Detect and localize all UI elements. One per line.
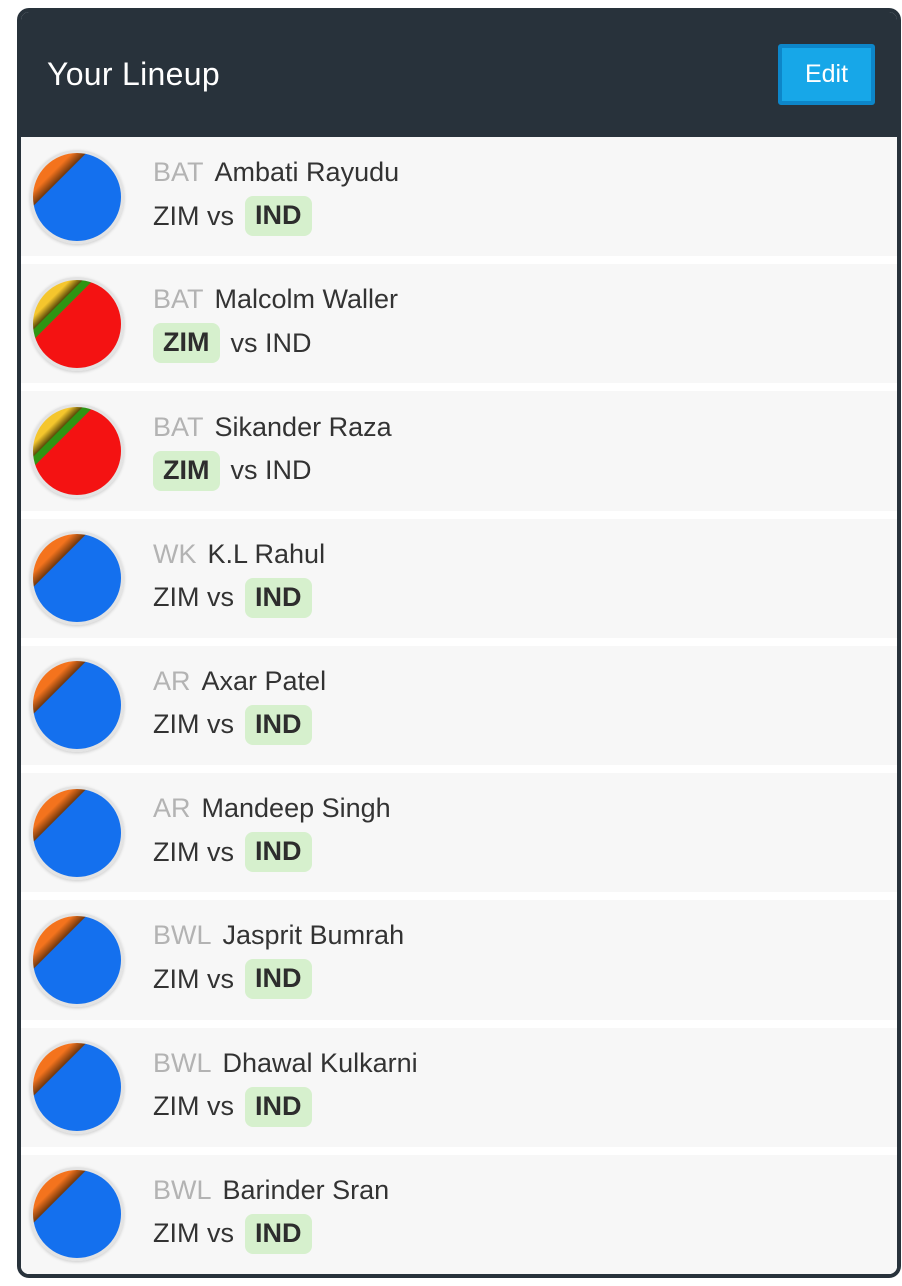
player-role-label: BWL [153, 1174, 212, 1205]
player-row[interactable]: BWL Dhawal Kulkarni ZIM vs IND [21, 1027, 897, 1147]
match-opponent-text: ZIM vs [153, 200, 234, 231]
match-info: ZIM vs IND [153, 832, 391, 873]
player-name: Mandeep Singh [201, 793, 391, 824]
player-row[interactable]: BWL Barinder Sran ZIM vs IND [21, 1154, 897, 1274]
match-opponent-text: ZIM vs [153, 582, 234, 613]
team-jersey-icon [30, 276, 124, 371]
lineup-card: Your Lineup Edit BAT Ambati Rayudu ZIM vs I… [17, 8, 901, 1278]
player-info: BWL Barinder Sran ZIM vs IND [153, 1175, 389, 1254]
match-opponent-text: ZIM vs [153, 1218, 234, 1249]
player-name: K.L Rahul [207, 538, 326, 569]
match-opponent-text: vs IND [230, 327, 312, 358]
player-team-badge: IND [245, 1086, 312, 1127]
player-name: Jasprit Bumrah [222, 920, 405, 951]
team-jersey-icon [30, 404, 124, 499]
player-info: BWL Dhawal Kulkarni ZIM vs IND [153, 1048, 418, 1127]
edit-button[interactable]: Edit [778, 44, 875, 105]
player-team-badge: IND [245, 959, 312, 1000]
player-role-label: BAT [153, 157, 204, 188]
player-role-label: WK [153, 538, 197, 569]
player-info: WK K.L Rahul ZIM vs IND [153, 539, 325, 618]
player-row[interactable]: WK K.L Rahul ZIM vs IND [21, 518, 897, 638]
match-info: ZIM vs IND [153, 323, 398, 364]
player-info: AR Axar Patel ZIM vs IND [153, 666, 326, 745]
player-name: Dhawal Kulkarni [222, 1047, 418, 1078]
team-jersey-icon [30, 149, 124, 244]
player-role-label: BWL [153, 920, 212, 951]
team-jersey-icon [30, 1167, 124, 1262]
match-opponent-text: vs IND [230, 455, 312, 486]
match-info: ZIM vs IND [153, 959, 404, 1000]
player-row[interactable]: BAT Ambati Rayudu ZIM vs IND [21, 137, 897, 257]
match-info: ZIM vs IND [153, 1086, 418, 1127]
player-name: Sikander Raza [214, 411, 392, 442]
team-jersey-icon [30, 658, 124, 753]
player-list: BAT Ambati Rayudu ZIM vs IND BAT Malcolm Wall… [21, 137, 897, 1274]
player-team-badge: IND [245, 832, 312, 873]
player-team-badge: IND [245, 577, 312, 618]
match-info: ZIM vs IND [153, 196, 399, 237]
player-info: BAT Sikander Raza ZIM vs IND [153, 412, 392, 491]
match-opponent-text: ZIM vs [153, 709, 234, 740]
team-jersey-icon [30, 531, 124, 626]
player-name: Barinder Sran [222, 1174, 390, 1205]
team-jersey-icon [30, 785, 124, 880]
match-opponent-text: ZIM vs [153, 1091, 234, 1122]
player-name: Ambati Rayudu [214, 157, 400, 188]
match-info: ZIM vs IND [153, 450, 392, 491]
player-row[interactable]: BAT Sikander Raza ZIM vs IND [21, 391, 897, 511]
match-opponent-text: ZIM vs [153, 963, 234, 994]
match-opponent-text: ZIM vs [153, 836, 234, 867]
page-title: Your Lineup [47, 56, 220, 92]
player-team-badge: IND [245, 1213, 312, 1254]
player-role-label: AR [153, 665, 191, 696]
player-row[interactable]: BAT Malcolm Waller ZIM vs IND [21, 264, 897, 384]
player-name: Malcolm Waller [214, 284, 399, 315]
team-jersey-icon [30, 912, 124, 1007]
player-team-badge: IND [245, 196, 312, 237]
player-role-label: AR [153, 793, 191, 824]
player-info: BWL Jasprit Bumrah ZIM vs IND [153, 920, 405, 1000]
match-info: ZIM vs IND [153, 577, 325, 618]
player-row[interactable]: AR Mandeep Singh ZIM vs IND [21, 773, 897, 893]
player-team-badge: ZIM [153, 450, 220, 491]
player-row[interactable]: BWL Jasprit Bumrah ZIM vs IND [21, 900, 897, 1020]
player-role-label: BAT [153, 411, 204, 442]
player-name: Axar Patel [201, 665, 327, 696]
player-team-badge: IND [245, 704, 312, 745]
match-info: ZIM vs IND [153, 704, 326, 745]
lineup-header: Your Lineup Edit [21, 12, 897, 137]
player-info: BAT Ambati Rayudu ZIM vs IND [153, 157, 400, 237]
player-team-badge: ZIM [153, 323, 220, 364]
player-info: BAT Malcolm Waller ZIM vs IND [153, 284, 399, 364]
match-info: ZIM vs IND [153, 1213, 389, 1254]
player-role-label: BWL [153, 1047, 212, 1078]
player-role-label: BAT [153, 284, 204, 315]
team-jersey-icon [30, 1040, 124, 1135]
player-info: AR Mandeep Singh ZIM vs IND [153, 793, 391, 873]
player-row[interactable]: AR Axar Patel ZIM vs IND [21, 645, 897, 766]
